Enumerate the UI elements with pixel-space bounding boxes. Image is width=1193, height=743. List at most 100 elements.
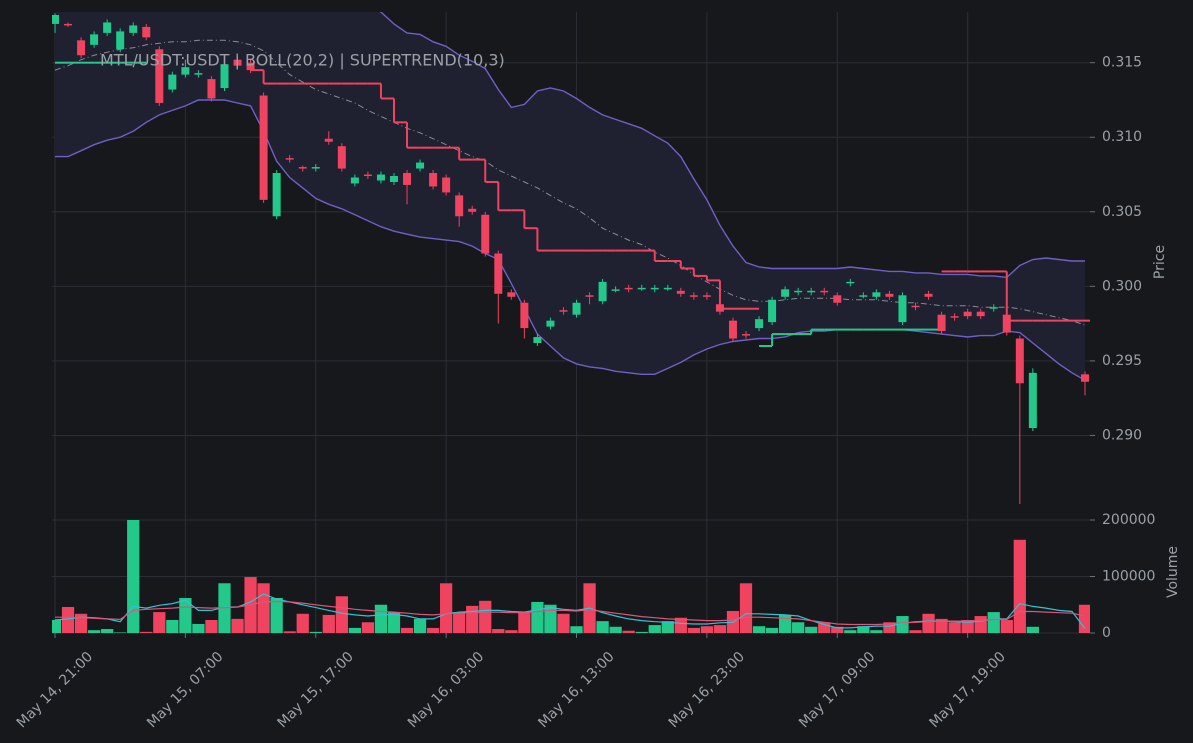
candle-body <box>689 295 698 297</box>
y-tick-label: 100000 <box>1102 569 1155 585</box>
volume-bar <box>127 520 140 633</box>
volume-bar <box>61 607 75 633</box>
candle-body <box>1015 338 1024 384</box>
volume-bar <box>270 597 283 633</box>
candle-body <box>442 177 451 193</box>
volume-bar <box>231 618 244 633</box>
y-tick-label: 0.290 <box>1102 427 1142 443</box>
candle-body <box>155 49 164 103</box>
candle-body <box>598 281 607 302</box>
candle-body <box>702 295 711 297</box>
candle-body <box>52 14 59 24</box>
volume-bar <box>531 601 544 633</box>
volume-bar <box>687 627 700 633</box>
x-tick-label: May 14, 21:00 <box>14 649 96 731</box>
candle-body <box>468 208 477 212</box>
volume-bar <box>818 622 831 633</box>
candle-body <box>285 158 294 160</box>
volume-bar <box>205 620 218 633</box>
candle-body <box>885 293 894 297</box>
volume-bar <box>335 596 348 633</box>
candle-body <box>90 34 99 45</box>
volume-bar <box>1000 620 1013 633</box>
candle-body <box>533 337 542 344</box>
volume-bar <box>609 626 622 633</box>
x-tick-label: May 17, 09:00 <box>796 649 878 731</box>
indicator-line <box>54 39 1086 326</box>
x-tick-label: May 17, 19:00 <box>926 649 1008 731</box>
candle-body <box>520 302 529 329</box>
volume-bar <box>466 605 479 633</box>
volume-bar <box>674 617 687 633</box>
volume-bar <box>752 626 766 633</box>
volume-bar <box>544 604 557 633</box>
x-tick-label: May 16, 23:00 <box>666 649 748 731</box>
candle-body <box>937 314 946 332</box>
candle-body <box>663 287 672 290</box>
candle-body <box>259 95 268 200</box>
y-axis-label: Volume <box>1165 546 1181 598</box>
volume-bar <box>896 616 909 633</box>
volume-bar <box>453 612 466 633</box>
candle-body <box>624 287 633 290</box>
volume-bar <box>857 626 870 633</box>
x-tick-label: May 16, 13:00 <box>535 649 617 731</box>
x-tick-label: May 16, 03:00 <box>405 649 487 731</box>
candle-body <box>376 174 385 181</box>
y-tick-label: 0 <box>1102 625 1111 641</box>
chart-title: MTL/USDT:USDT | BOLL(20,2) | SUPERTREND(… <box>100 51 505 70</box>
volume-bar <box>870 630 883 633</box>
candle-body <box>820 290 829 293</box>
volume-bar <box>935 618 948 633</box>
candle-body <box>846 281 855 284</box>
volume-bar <box>413 618 427 633</box>
x-tick-label: May 15, 07:00 <box>144 649 226 731</box>
candle-body <box>807 290 816 293</box>
candle-body <box>872 292 881 297</box>
candle-body <box>546 320 555 327</box>
candle-body <box>389 176 398 182</box>
volume-bar <box>426 627 440 633</box>
y-tick-label: 200000 <box>1102 512 1155 528</box>
candle-body <box>64 23 73 26</box>
candle-body <box>611 289 620 291</box>
candle-body <box>337 146 346 169</box>
candle-body <box>246 62 255 71</box>
indicator-line <box>55 99 1086 381</box>
candle-body <box>103 22 112 33</box>
candle-body <box>1081 374 1089 382</box>
candle-body <box>168 74 177 90</box>
candle-body <box>181 67 190 75</box>
candle-body <box>220 64 229 89</box>
volume-bar <box>948 622 961 633</box>
y-tick-label: 0.305 <box>1102 204 1142 220</box>
candle-body <box>233 59 242 66</box>
volume-bar <box>909 630 922 633</box>
volume-bar <box>713 625 727 633</box>
candle-body <box>742 334 751 336</box>
volume-bar <box>518 612 531 633</box>
candle-body <box>363 174 372 177</box>
candle-body <box>298 167 307 169</box>
candle-body <box>207 79 216 99</box>
candle-body <box>324 138 333 142</box>
volume-bar <box>648 625 661 633</box>
volume-bar <box>987 612 1000 633</box>
indicator-line <box>379 12 1085 279</box>
candle-body <box>637 287 646 290</box>
candle-body <box>481 214 490 254</box>
candle-body <box>859 295 868 297</box>
volume-bar <box>114 632 127 633</box>
candle-body <box>116 31 125 50</box>
volume-bar <box>831 626 844 633</box>
volume-bar <box>387 612 401 633</box>
volume-bar <box>1078 604 1090 633</box>
volume-bar <box>492 629 505 633</box>
volume-bar <box>1026 626 1039 633</box>
volume-bar <box>479 600 492 633</box>
volume-bar <box>52 620 62 633</box>
volume-bar <box>361 622 375 633</box>
volume-bar <box>192 623 205 633</box>
candle-body <box>989 307 998 309</box>
candle-body <box>559 310 568 312</box>
